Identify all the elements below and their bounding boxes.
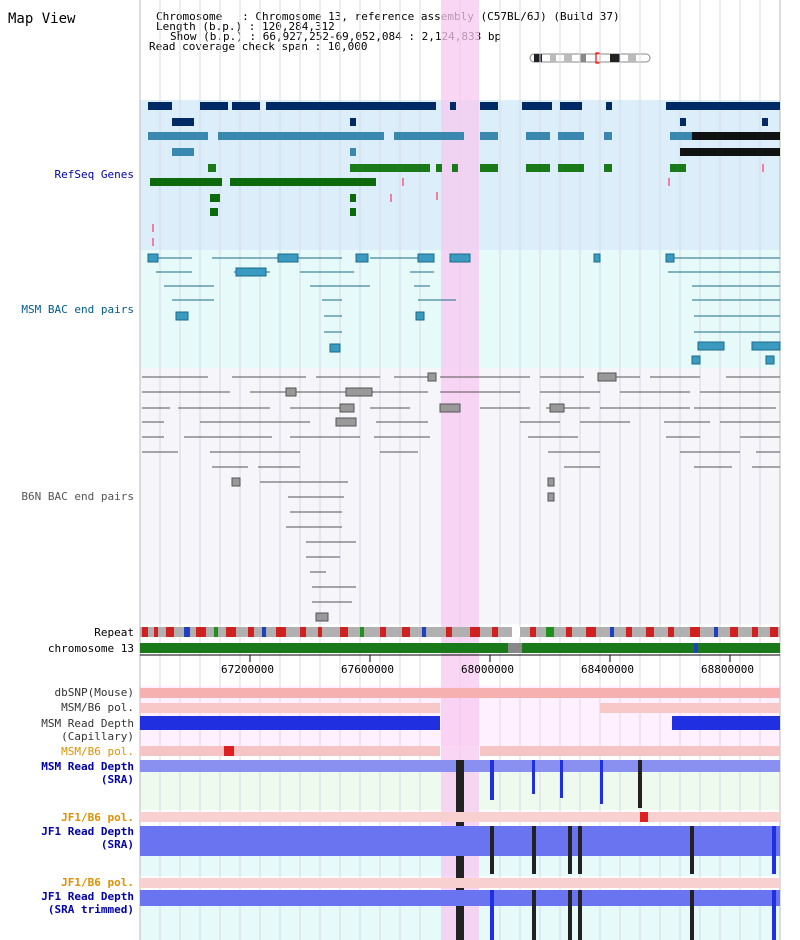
- jf1-depth-trimmed: [140, 890, 780, 940]
- track-label-refseq[interactable]: RefSeq Genes: [54, 168, 134, 181]
- jf1-b6-pol2-track: [140, 878, 780, 888]
- track-label-jf1-depth-trim-sub: (SRA trimmed): [47, 903, 134, 916]
- axis-tick-label: 68800000: [701, 663, 754, 676]
- track-label-msm-bac[interactable]: MSM BAC end pairs: [21, 303, 134, 316]
- page-title: Map View: [8, 11, 76, 27]
- axis-ticks: [140, 654, 780, 662]
- track-label-msm-depth-sra-sub: (SRA): [100, 773, 134, 786]
- track-label-msm-b6-pol2[interactable]: MSM/B6 pol.: [61, 745, 134, 758]
- repeat-track: [140, 627, 780, 637]
- track-label-msm-b6-pol[interactable]: MSM/B6 pol.: [61, 701, 134, 714]
- track-label-repeat: Repeat: [94, 626, 134, 639]
- msm-b6-pol2-track: [140, 746, 440, 756]
- length-info: Length (b.p.) : 120,284,312: [156, 20, 335, 33]
- jf1-b6-pol-track: [140, 812, 780, 822]
- track-label-jf1-depth-sra[interactable]: JF1 Read Depth: [41, 825, 134, 838]
- axis-tick-label: 67600000: [341, 663, 394, 676]
- track-label-msm-depth-cap[interactable]: MSM Read Depth: [41, 717, 134, 730]
- repeat-marks: [142, 627, 778, 637]
- axis-tick-label: 67200000: [221, 663, 274, 676]
- track-label-dbsnp[interactable]: dbSNP(Mouse): [54, 686, 134, 699]
- coverage-span-info: Read coverage check span : 10,000: [149, 40, 368, 53]
- msm-b6-pol-track: [140, 703, 440, 713]
- refseq-genes: [148, 102, 780, 246]
- b6n-bac-pairs: [142, 372, 780, 622]
- chromosome-bar: [140, 643, 780, 653]
- track-label-msm-depth-sra[interactable]: MSM Read Depth: [41, 760, 134, 773]
- track-label-jf1-depth-sra-sub: (SRA): [100, 838, 134, 851]
- track-label-chromosome: chromosome 13: [47, 642, 134, 655]
- grid-lines: [159, 0, 781, 940]
- axis-tick-label: 68400000: [581, 663, 634, 676]
- track-label-msm-depth-cap-sub: (Capillary): [61, 730, 134, 743]
- track-label-jf1-b6-pol2[interactable]: JF1/B6 pol.: [61, 876, 134, 889]
- track-label-b6n-bac[interactable]: B6N BAC end pairs: [21, 490, 134, 503]
- msm-bac-pairs: [147, 253, 781, 365]
- dbsnp-track: [140, 688, 780, 698]
- chromosome-gap: [508, 643, 522, 653]
- track-label-jf1-depth-trim[interactable]: JF1 Read Depth: [41, 890, 134, 903]
- axis-tick-label: 68000000: [461, 663, 514, 676]
- track-label-jf1-b6-pol[interactable]: JF1/B6 pol.: [61, 811, 134, 824]
- jf1-depth-sra: [140, 826, 780, 874]
- msm-depth-capillary: [140, 716, 780, 730]
